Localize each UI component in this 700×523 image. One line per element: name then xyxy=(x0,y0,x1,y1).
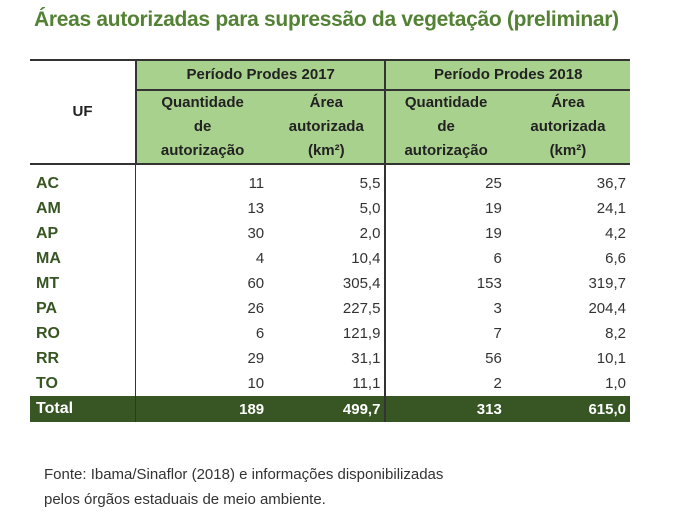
column-header-line: autorizada xyxy=(530,118,606,135)
column-header-line: Área xyxy=(309,94,343,111)
value-cell: 121,9 xyxy=(342,325,381,342)
column-header-line: autorizada xyxy=(288,118,364,135)
value-cell: 7 xyxy=(384,321,506,346)
column-header-line: de xyxy=(437,118,455,135)
value-cell: 24,1 xyxy=(596,200,626,217)
table-row: TO 10 11,1 2 1,0 xyxy=(30,371,630,396)
table-row: RO 6 121,9 7 8,2 xyxy=(30,321,630,346)
value-cell: 26 xyxy=(135,296,269,321)
column-header-line: Quantidade xyxy=(404,94,488,111)
table-row: PA 26 227,5 3 204,4 xyxy=(30,296,630,321)
value-cell: 30 xyxy=(135,221,269,246)
value-cell: 60 xyxy=(135,271,269,296)
column-header-line: Quantidade xyxy=(161,94,244,111)
value-cell: 3 xyxy=(384,296,506,321)
value-cell: 204,4 xyxy=(588,300,626,317)
value-cell: 11 xyxy=(135,164,269,196)
period-2018-header: Período Prodes 2018 xyxy=(384,59,630,91)
uf-header: UF xyxy=(30,59,136,165)
column-header: Área autorizada (km²) xyxy=(268,90,386,164)
source-line: Fonte: Ibama/Sinaflor (2018) e informaçõ… xyxy=(44,466,444,483)
column-header-line: autorização xyxy=(404,142,488,159)
table-row: MT 60 305,4 153 319,7 xyxy=(30,271,630,296)
value-cell: 6 xyxy=(135,321,269,346)
value-cell: 2 xyxy=(384,371,506,396)
value-cell: 10 xyxy=(135,371,269,396)
value-cell: 4 xyxy=(135,246,269,271)
value-cell: 5,0 xyxy=(359,200,381,217)
column-header: Quantidade de autorização xyxy=(384,90,506,164)
value-cell: 13 xyxy=(135,196,269,221)
value-cell: 19 xyxy=(384,221,506,246)
value-cell: 6 xyxy=(384,246,506,271)
value-cell: 6,6 xyxy=(605,250,626,267)
value-cell: 153 xyxy=(384,271,506,296)
uf-cell: AP xyxy=(36,224,59,242)
value-cell: 319,7 xyxy=(588,275,626,292)
column-header-line: autorização xyxy=(160,142,245,159)
value-cell: 11,1 xyxy=(352,375,381,392)
column-header: Área autorizada (km²) xyxy=(505,90,630,164)
uf-cell: AC xyxy=(36,174,60,192)
value-cell: 313 xyxy=(384,396,506,422)
value-cell: 189 xyxy=(135,396,269,422)
value-cell: 2,0 xyxy=(359,225,381,242)
table-row: AP 30 2,0 19 4,2 xyxy=(30,221,630,246)
column-header: Quantidade de autorização xyxy=(134,90,269,164)
table-row: MA 4 10,4 6 6,6 xyxy=(30,246,630,271)
value-cell: 227,5 xyxy=(342,300,381,317)
uf-cell: RR xyxy=(36,349,60,367)
column-header-line: (km²) xyxy=(307,142,345,159)
source-note: Fonte: Ibama/Sinaflor (2018) e informaçõ… xyxy=(44,462,443,512)
value-cell: 1,0 xyxy=(605,375,626,392)
value-cell: 10,1 xyxy=(596,350,626,367)
uf-cell: AM xyxy=(36,199,61,217)
period-2017-header: Período Prodes 2017 xyxy=(134,59,386,91)
source-line: pelos órgãos estaduais de meio ambiente. xyxy=(44,491,326,508)
value-cell: 4,2 xyxy=(605,225,626,242)
value-cell: 29 xyxy=(135,346,269,371)
data-table: UF Período Prodes 2017 Período Prodes 20… xyxy=(30,59,630,422)
table-row: AM 13 5,0 19 24,1 xyxy=(30,196,630,221)
value-cell: 31,1 xyxy=(351,350,381,367)
value-cell: 5,5 xyxy=(359,175,381,192)
uf-cell: RO xyxy=(36,324,60,342)
value-cell: 305,4 xyxy=(342,275,381,292)
value-cell: 8,2 xyxy=(605,325,626,342)
value-cell: 615,0 xyxy=(505,396,630,422)
table-row: RR 29 31,1 56 10,1 xyxy=(30,346,630,371)
uf-cell: MT xyxy=(36,274,60,292)
value-cell: 10,4 xyxy=(351,250,381,267)
total-row: Total 189 499,7 313 615,0 xyxy=(30,396,630,422)
value-cell: 19 xyxy=(384,196,506,221)
value-cell: 499,7 xyxy=(268,396,386,422)
table-row: AC 11 5,5 25 36,7 xyxy=(30,164,630,196)
column-header-line: Área xyxy=(551,94,585,111)
uf-cell: MA xyxy=(36,249,61,267)
value-cell: 25 xyxy=(384,164,506,196)
column-header-line: (km²) xyxy=(549,142,587,159)
uf-cell: PA xyxy=(36,299,58,317)
page-title: Áreas autorizadas para supressão da vege… xyxy=(34,8,619,31)
column-header-line: de xyxy=(193,118,212,135)
uf-cell: Total xyxy=(30,396,136,422)
uf-cell: TO xyxy=(36,374,58,392)
value-cell: 36,7 xyxy=(596,175,626,192)
value-cell: 56 xyxy=(384,346,506,371)
